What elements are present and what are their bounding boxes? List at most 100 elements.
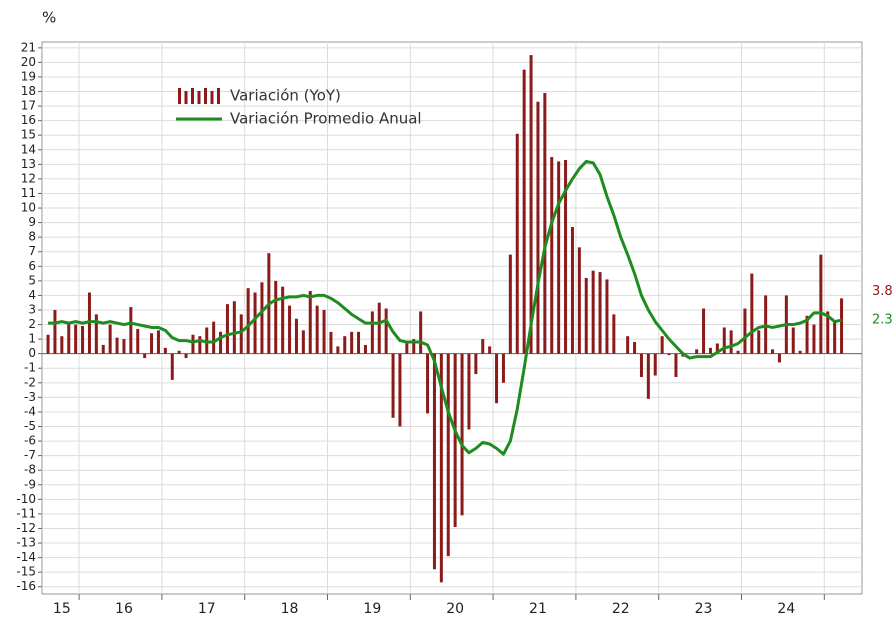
x-tick-label: 18: [281, 601, 299, 617]
y-tick-label: -14: [16, 550, 36, 564]
bar: [170, 353, 174, 380]
bar: [239, 314, 243, 354]
bar: [225, 304, 229, 354]
bar: [405, 342, 409, 354]
y-tick-label: 13: [21, 157, 36, 171]
legend-swatch: [204, 88, 207, 104]
x-tick-label: 21: [529, 601, 547, 617]
bar: [791, 327, 795, 354]
y-tick-label: 1: [28, 332, 36, 346]
bar: [426, 353, 430, 414]
x-tick-label: 20: [446, 601, 464, 617]
bar: [357, 331, 361, 354]
y-tick-label: -5: [24, 419, 36, 433]
bar: [577, 247, 581, 354]
bar: [453, 353, 457, 528]
bar: [722, 327, 726, 354]
bar: [550, 157, 554, 354]
bar: [274, 280, 278, 354]
bar: [363, 344, 367, 354]
bar: [674, 353, 678, 377]
legend-swatch: [210, 91, 214, 104]
bar: [584, 277, 588, 354]
bar: [633, 342, 637, 354]
bar: [467, 353, 471, 430]
x-tick-label: 24: [777, 601, 795, 617]
y-axis-label: %: [42, 9, 56, 27]
bar: [840, 298, 844, 354]
bar: [308, 291, 312, 354]
bar: [750, 273, 754, 354]
bar: [191, 334, 195, 354]
bar: [446, 353, 450, 557]
bar: [315, 305, 319, 354]
legend-label: Variación Promedio Anual: [230, 110, 422, 128]
bar: [288, 305, 292, 354]
bar: [212, 321, 216, 354]
y-tick-label: -9: [24, 477, 36, 491]
bar: [660, 336, 664, 354]
bar: [94, 314, 98, 354]
y-tick-label: -16: [16, 579, 36, 593]
bar: [122, 339, 126, 354]
bar: [626, 336, 630, 354]
legend: Variación (YoY) Variación Promedio Anual: [176, 87, 422, 128]
bar: [522, 69, 526, 354]
bar: [819, 254, 823, 354]
bar: [653, 353, 657, 376]
bar: [743, 308, 747, 354]
bar: [715, 343, 719, 354]
bar: [736, 350, 740, 354]
bar: [294, 318, 298, 354]
y-tick-label: 11: [21, 186, 36, 200]
bar: [370, 311, 374, 354]
bar: [350, 331, 354, 354]
bar: [605, 279, 609, 354]
bar: [529, 55, 533, 354]
bar: [564, 159, 568, 354]
y-tick-label: 14: [21, 142, 36, 156]
y-tick-label: 21: [21, 40, 36, 54]
y-tick-label: 16: [21, 113, 36, 127]
bar: [702, 308, 706, 354]
bar: [232, 301, 236, 354]
bar: [129, 307, 133, 354]
y-tick-label: -8: [24, 463, 36, 477]
y-tick-label: 3: [28, 302, 36, 316]
bar: [777, 353, 781, 363]
y-tick-label: 5: [28, 273, 36, 287]
y-tick-label: 8: [28, 230, 36, 244]
y-tick-label: 0: [28, 346, 36, 360]
bar: [536, 101, 540, 354]
y-tick-label: 9: [28, 215, 36, 229]
y-tick-label: 6: [28, 259, 36, 273]
bar: [439, 353, 443, 583]
bar: [570, 226, 574, 354]
y-tick-label: 19: [21, 69, 36, 83]
bar: [136, 328, 140, 354]
legend-label: Variación (YoY): [230, 87, 341, 105]
bar: [508, 254, 512, 354]
bar: [798, 350, 802, 354]
y-tick-label: 18: [21, 84, 36, 98]
bar: [115, 337, 119, 354]
y-tick-label: -2: [24, 375, 36, 389]
y-tick-label: 20: [21, 55, 36, 69]
bar: [74, 324, 78, 354]
y-tick-label: -1: [24, 361, 36, 375]
bar: [260, 282, 264, 354]
x-tick-label: 15: [53, 601, 71, 617]
y-tick-label: -12: [16, 521, 36, 535]
bar: [481, 339, 485, 354]
plot-area: [41, 41, 863, 595]
end-label: 2.3: [872, 313, 893, 328]
bar: [246, 288, 250, 354]
bar: [598, 272, 602, 354]
bar: [329, 331, 333, 354]
legend-swatch: [191, 88, 194, 104]
bar: [667, 353, 671, 356]
bar: [812, 324, 816, 354]
y-tick-label: 12: [21, 171, 36, 185]
x-tick-label: 19: [363, 601, 381, 617]
